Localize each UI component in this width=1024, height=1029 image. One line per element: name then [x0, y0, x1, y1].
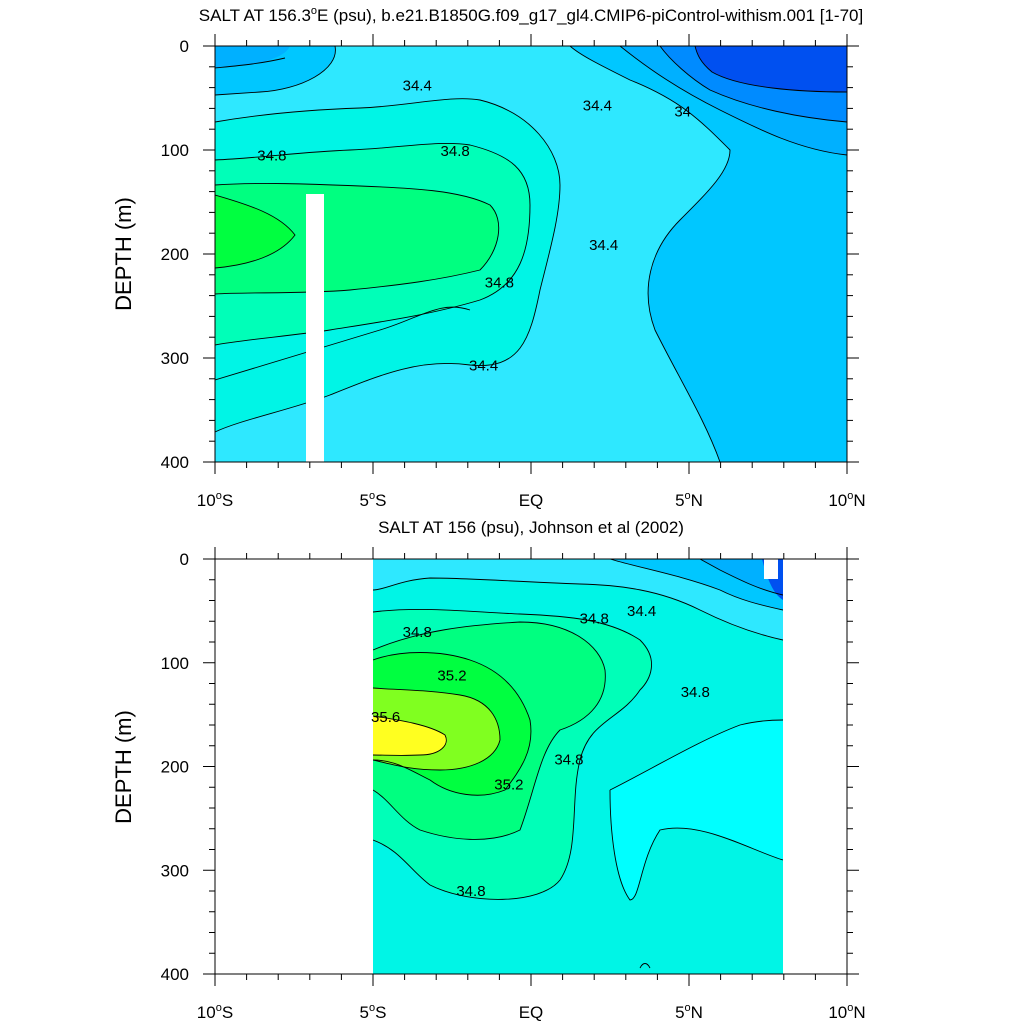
y-tick-label: 100: [161, 141, 189, 160]
contour-label: 34.4: [627, 603, 656, 620]
contour-label: 34.8: [403, 624, 432, 641]
contour-label: 34: [674, 104, 691, 121]
contour-label: 35.2: [494, 776, 523, 793]
panel-2-ylabel: DEPTH (m): [111, 710, 136, 824]
panel-1-field: [215, 46, 847, 462]
contour-label: 35.2: [437, 667, 466, 684]
panel-1-ylabel: DEPTH (m): [111, 197, 136, 311]
y-tick-label: 400: [161, 965, 189, 984]
y-tick-label: 400: [161, 453, 189, 472]
panel-1-y-axis: 0 100 200 300 400: [161, 37, 859, 472]
panel-1-title: SALT AT 156.3oE (psu), b.e21.B1850G.f09_…: [199, 5, 863, 25]
contour-label: 34.8: [441, 143, 470, 160]
x-tick-label: 5oN: [675, 490, 703, 510]
x-tick-label: 10oS: [197, 1002, 233, 1022]
x-tick-label: EQ: [519, 1003, 544, 1022]
contour-label: 34.4: [583, 97, 612, 114]
contour-label: 35.6: [371, 709, 400, 726]
panel-model: SALT AT 156.3oE (psu), b.e21.B1850G.f09_…: [111, 5, 866, 510]
panel-2-field: [373, 559, 783, 974]
contour-label: 34.8: [554, 751, 583, 768]
x-tick-label: 10oN: [828, 490, 865, 510]
contour-label: 34.8: [485, 274, 514, 291]
contour-label: 34.4: [403, 78, 432, 95]
y-tick-label: 300: [161, 349, 189, 368]
y-tick-label: 200: [161, 758, 189, 777]
y-tick-label: 0: [180, 550, 189, 569]
panel-2-title: SALT AT 156 (psu), Johnson et al (2002): [378, 518, 684, 537]
contour-label: 34.8: [257, 147, 286, 164]
panel-observed: SALT AT 156 (psu), Johnson et al (2002): [111, 518, 866, 1022]
contour-label: 34.8: [681, 684, 710, 701]
panel-1-contour-labels: 34.4 34.4 34 34.8 34.8 34.4 34.8 34.4: [257, 78, 691, 375]
x-tick-label: 5oS: [360, 490, 387, 510]
panel-2-contour-labels: 34.4 34.8 34.8 35.2 34.8 35.6 35.2 34.8 34.8: [371, 603, 710, 900]
contour-label: 34.8: [456, 883, 485, 900]
panel-2-x-axis: 10oS 5oS EQ 5oN 10oN: [197, 547, 866, 1022]
contour-label: 34.4: [589, 237, 618, 254]
contour-label: 34.4: [469, 357, 498, 374]
y-tick-label: 100: [161, 654, 189, 673]
x-tick-label: EQ: [519, 491, 544, 510]
panel-1-x-axis: 10oS 5oS EQ 5oN 10oN: [197, 34, 866, 510]
x-tick-label: 10oS: [197, 490, 233, 510]
x-tick-label: 5oS: [360, 1002, 387, 1022]
x-tick-label: 10oN: [828, 1002, 865, 1022]
y-tick-label: 0: [180, 37, 189, 56]
panel-2-y-axis: 0 100 200 300 400: [161, 550, 859, 984]
x-tick-label: 5oN: [675, 1002, 703, 1022]
y-tick-label: 200: [161, 245, 189, 264]
contour-label: 34.8: [580, 610, 609, 627]
y-tick-label: 300: [161, 861, 189, 880]
